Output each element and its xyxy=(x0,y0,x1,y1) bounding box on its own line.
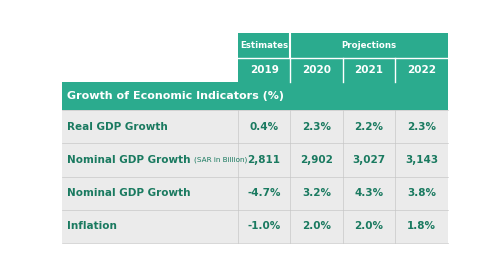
Text: 2.0%: 2.0% xyxy=(355,221,383,231)
Text: 1.8%: 1.8% xyxy=(407,221,436,231)
Text: 0.4%: 0.4% xyxy=(249,122,279,132)
Text: Estimates: Estimates xyxy=(240,41,288,50)
Text: Nominal GDP Growth: Nominal GDP Growth xyxy=(67,155,194,165)
Text: 4.3%: 4.3% xyxy=(355,188,383,198)
Text: 2,902: 2,902 xyxy=(300,155,333,165)
Text: 2019: 2019 xyxy=(249,65,278,75)
Text: 2.2%: 2.2% xyxy=(355,122,383,132)
Bar xyxy=(62,82,448,110)
Text: -4.7%: -4.7% xyxy=(248,188,281,198)
Bar xyxy=(62,33,238,58)
Text: (SAR in Billion): (SAR in Billion) xyxy=(194,157,247,163)
Bar xyxy=(62,210,448,243)
Bar xyxy=(62,58,238,82)
Bar xyxy=(343,58,395,82)
Bar xyxy=(62,110,448,143)
Text: 2,811: 2,811 xyxy=(248,155,280,165)
Bar xyxy=(238,33,290,58)
Text: 2020: 2020 xyxy=(302,65,331,75)
Text: 3,027: 3,027 xyxy=(353,155,385,165)
Text: 3.8%: 3.8% xyxy=(407,188,436,198)
Text: 3,143: 3,143 xyxy=(405,155,438,165)
Text: 2021: 2021 xyxy=(355,65,383,75)
Bar xyxy=(290,58,343,82)
Text: Real GDP Growth: Real GDP Growth xyxy=(67,122,168,132)
Bar xyxy=(238,58,290,82)
Text: 2.3%: 2.3% xyxy=(407,122,436,132)
Bar xyxy=(395,58,448,82)
Text: Projections: Projections xyxy=(342,41,397,50)
Text: 2.0%: 2.0% xyxy=(302,221,331,231)
Bar xyxy=(290,33,448,58)
Text: -1.0%: -1.0% xyxy=(248,221,281,231)
Text: Growth of Economic Indicators (%): Growth of Economic Indicators (%) xyxy=(67,91,284,101)
Text: 3.2%: 3.2% xyxy=(302,188,331,198)
Text: Inflation: Inflation xyxy=(67,221,117,231)
Bar xyxy=(62,143,448,177)
Text: 2022: 2022 xyxy=(407,65,436,75)
Text: Nominal GDP Growth: Nominal GDP Growth xyxy=(67,188,190,198)
Text: 2.3%: 2.3% xyxy=(302,122,331,132)
Bar xyxy=(62,177,448,210)
